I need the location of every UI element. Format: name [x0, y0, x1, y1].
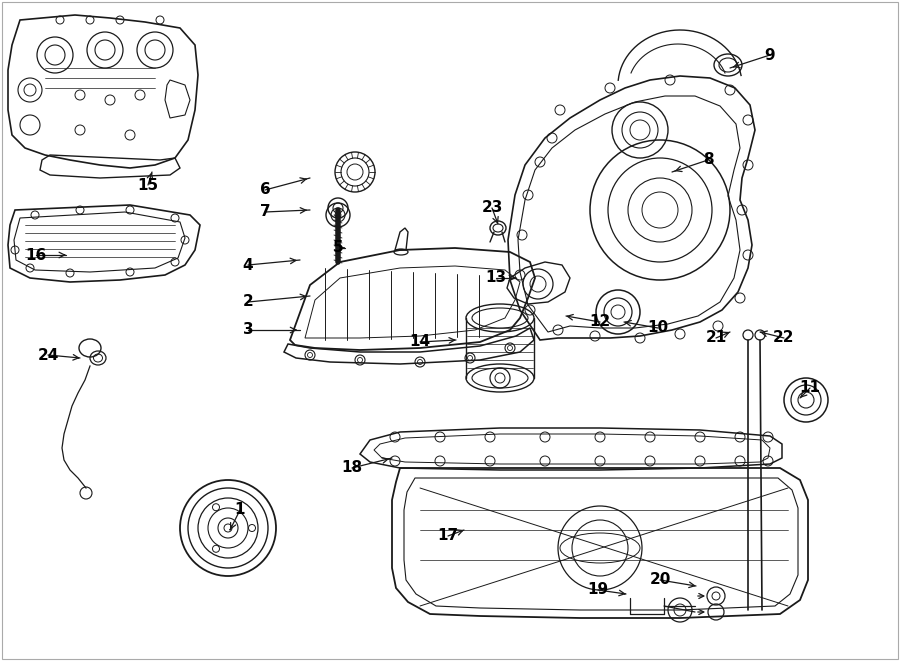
Text: 11: 11: [799, 381, 821, 395]
Text: 7: 7: [260, 204, 270, 219]
Text: 1: 1: [235, 502, 245, 518]
Text: 14: 14: [410, 334, 430, 350]
Text: 8: 8: [703, 153, 714, 167]
Text: 15: 15: [138, 178, 158, 192]
Text: 6: 6: [259, 182, 270, 198]
Text: 10: 10: [647, 321, 669, 336]
Text: 22: 22: [773, 330, 795, 346]
Text: 2: 2: [243, 295, 254, 309]
Text: 17: 17: [437, 529, 459, 543]
Text: 12: 12: [590, 315, 610, 329]
Text: 16: 16: [25, 247, 47, 262]
Text: 13: 13: [485, 270, 507, 286]
Text: 9: 9: [765, 48, 775, 63]
Text: 19: 19: [588, 582, 608, 598]
Text: 4: 4: [243, 258, 253, 272]
Text: 21: 21: [706, 330, 726, 346]
Text: 5: 5: [333, 241, 343, 256]
Text: 3: 3: [243, 323, 253, 338]
Text: 23: 23: [482, 200, 503, 215]
Text: 20: 20: [649, 572, 670, 588]
Text: 18: 18: [341, 461, 363, 475]
Text: 24: 24: [37, 348, 58, 362]
